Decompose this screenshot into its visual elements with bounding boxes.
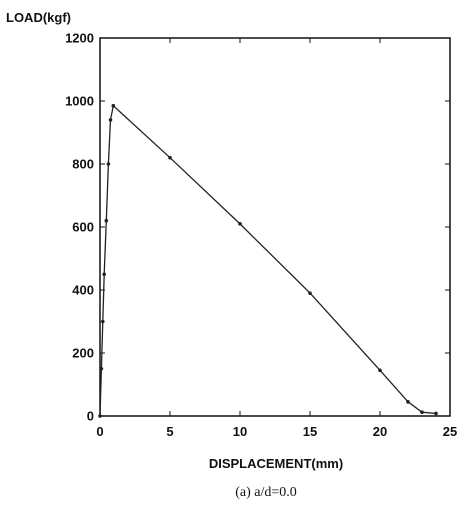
figure-caption: (a) a/d=0.0 (235, 485, 297, 500)
data-point (102, 272, 106, 277)
x-tick-label: 25 (443, 424, 457, 439)
data-point (111, 103, 116, 108)
data-point (98, 414, 102, 418)
data-point (99, 366, 104, 371)
data-point (101, 319, 105, 324)
y-tick-label: 400 (72, 283, 94, 298)
y-tick-label: 800 (72, 157, 94, 172)
data-point (406, 400, 410, 404)
data-point (434, 411, 438, 416)
data-point (308, 291, 312, 295)
x-axis-title: DISPLACEMENT(mm) (209, 456, 343, 471)
x-tick-label: 20 (373, 424, 387, 439)
data-point (420, 410, 424, 415)
data-point (238, 222, 242, 226)
y-axis-ticks: 0 200 400 600 800 1000 1200 (65, 31, 450, 424)
x-tick-label: 10 (233, 424, 247, 439)
data-point (168, 155, 172, 160)
y-axis-title: LOAD(kgf) (6, 10, 71, 25)
data-point (108, 118, 113, 122)
y-tick-label: 0 (87, 409, 94, 424)
data-point (104, 218, 109, 223)
x-tick-label: 5 (166, 424, 173, 439)
x-tick-label: 0 (96, 424, 103, 439)
y-tick-label: 1000 (65, 94, 94, 109)
y-tick-label: 1200 (65, 31, 94, 46)
y-tick-label: 600 (72, 220, 94, 235)
y-tick-label: 200 (72, 346, 94, 361)
x-tick-label: 15 (303, 424, 317, 439)
data-series (98, 103, 438, 418)
series-line (99, 104, 437, 417)
x-axis-ticks: 0 5 10 15 20 25 (96, 38, 457, 439)
plot-frame (99, 37, 451, 417)
data-point (106, 162, 111, 166)
data-point (378, 368, 382, 373)
